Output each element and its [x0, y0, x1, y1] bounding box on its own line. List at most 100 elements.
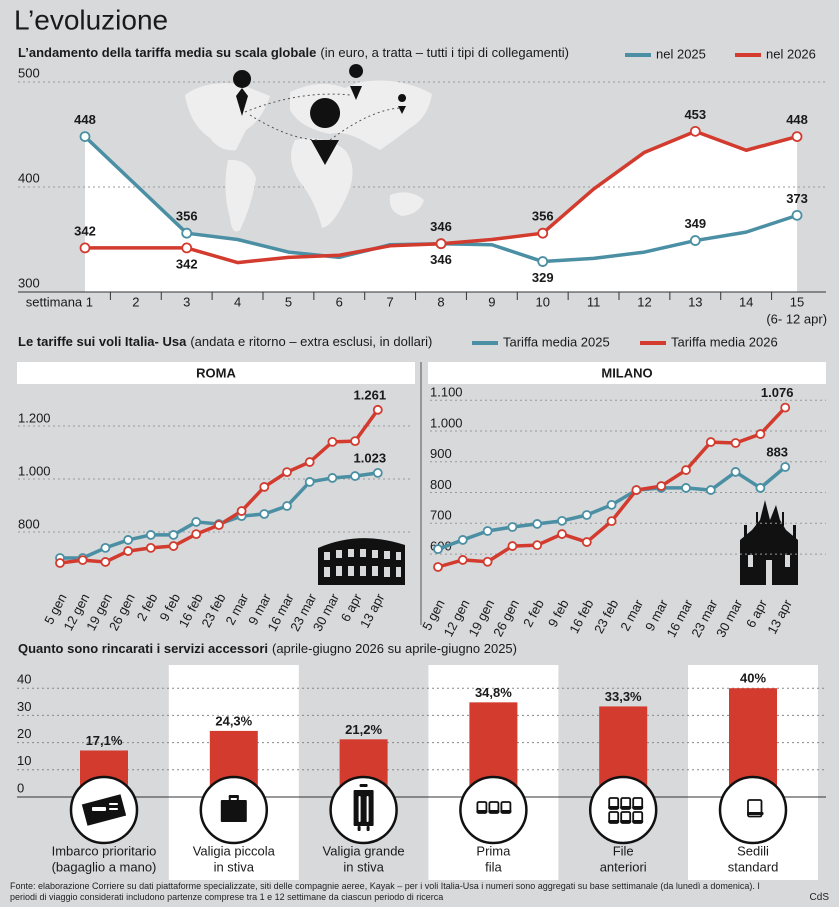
x-tick-label: File	[613, 843, 634, 858]
point-marker	[55, 558, 65, 568]
point-marker	[350, 471, 361, 481]
duomo	[740, 500, 798, 585]
point-marker	[79, 242, 91, 254]
panel-title: MILANO	[601, 365, 652, 380]
x-tick-label: 4	[234, 294, 241, 309]
icon-part	[476, 810, 488, 813]
x-tick-label: 12	[637, 294, 651, 309]
point-marker	[372, 404, 383, 415]
point-marker	[433, 544, 443, 555]
value-label: 356	[532, 209, 554, 224]
point-marker	[705, 485, 716, 495]
icon-part	[109, 808, 118, 810]
icon-part	[632, 806, 644, 809]
value-label: 34,8%	[475, 685, 512, 700]
legend-label: nel 2026	[766, 46, 816, 61]
point-marker	[79, 131, 91, 143]
point-marker	[581, 510, 592, 520]
point-marker	[304, 457, 315, 467]
icon-part	[92, 807, 106, 811]
x-tick-label: 6	[336, 294, 343, 309]
icon-part	[109, 803, 118, 805]
service-icon	[588, 775, 658, 845]
point-marker	[532, 540, 543, 551]
legend-label: nel 2025	[656, 46, 706, 61]
point-marker	[532, 519, 543, 529]
point-marker	[557, 529, 567, 539]
point-marker	[681, 465, 691, 475]
title-text: Le tariffe sui voli Italia- Usa	[18, 334, 187, 349]
icon-part	[747, 812, 764, 815]
point-marker	[236, 506, 247, 516]
icon-part	[358, 796, 361, 822]
value-label: 346	[430, 219, 452, 234]
point-marker	[791, 131, 803, 143]
point-marker	[482, 526, 493, 536]
y-tick-label: 800	[18, 516, 40, 531]
icon-glyph	[476, 801, 512, 814]
y-tick-label: 10	[17, 753, 31, 768]
point-marker	[507, 541, 518, 551]
x-tick-label: 11	[587, 294, 601, 309]
y-tick-label: 40	[17, 672, 31, 687]
icon-part	[359, 784, 368, 787]
x-tick-label: 23 feb	[591, 597, 621, 636]
y-tick-label: 800	[430, 477, 452, 492]
y-tick-label: 1.000	[430, 415, 463, 430]
y-tick-label: 1.000	[18, 463, 51, 478]
icon-part	[488, 810, 500, 813]
value-label: 40%	[740, 671, 766, 686]
icon-part	[620, 820, 632, 823]
chart-title: L’andamento della tariffa media su scala…	[18, 45, 569, 60]
point-marker	[482, 556, 493, 567]
point-marker	[730, 438, 741, 448]
point-marker	[705, 437, 716, 447]
value-label: 24,3%	[215, 713, 252, 728]
point-marker	[327, 436, 338, 447]
legend-label: Tariffa media 2025	[503, 334, 610, 349]
value-label: 346	[430, 252, 452, 267]
value-label: 883	[766, 444, 788, 459]
icon-glyph	[220, 795, 247, 822]
icon-glyph	[608, 797, 644, 824]
point-marker	[606, 499, 617, 510]
x-tick-label: 13	[688, 294, 702, 309]
icon-part	[632, 820, 644, 823]
annotation: (6- 12 apr)	[766, 311, 827, 326]
value-label: 342	[74, 223, 96, 238]
point-marker	[557, 515, 567, 526]
x-tick-label: 10	[536, 294, 550, 309]
point-marker	[77, 555, 88, 565]
x-tick-label: 2 mar	[617, 596, 646, 633]
icon-glyph	[747, 799, 764, 818]
x-tick-label: 9	[488, 294, 495, 309]
point-marker	[730, 467, 741, 477]
icon-part	[236, 795, 239, 801]
point-marker	[350, 436, 361, 447]
icon-part	[366, 826, 370, 831]
value-label: 1.261	[354, 387, 387, 402]
point-marker	[145, 543, 156, 553]
point-marker	[100, 543, 111, 553]
subtitle-text: (in euro, a tratta – tutti i tipi di col…	[320, 45, 569, 60]
y-tick-label: 500	[18, 65, 40, 80]
point-marker	[327, 473, 338, 483]
icon-part	[220, 800, 247, 822]
y-tick-label: 20	[17, 726, 31, 741]
point-marker	[259, 509, 270, 519]
icon-part	[500, 810, 512, 813]
x-tick-label: (bagaglio a mano)	[52, 859, 157, 874]
point-marker	[755, 429, 766, 439]
series-line	[59, 408, 380, 565]
y-tick-label: 400	[18, 170, 40, 185]
value-label: 453	[684, 107, 706, 122]
value-label: 329	[532, 270, 554, 285]
point-marker	[606, 516, 617, 527]
point-marker	[507, 522, 518, 532]
point-marker	[259, 482, 270, 492]
point-marker	[372, 468, 383, 478]
point-marker	[304, 477, 315, 487]
x-tick-label: Sedili	[737, 843, 769, 858]
